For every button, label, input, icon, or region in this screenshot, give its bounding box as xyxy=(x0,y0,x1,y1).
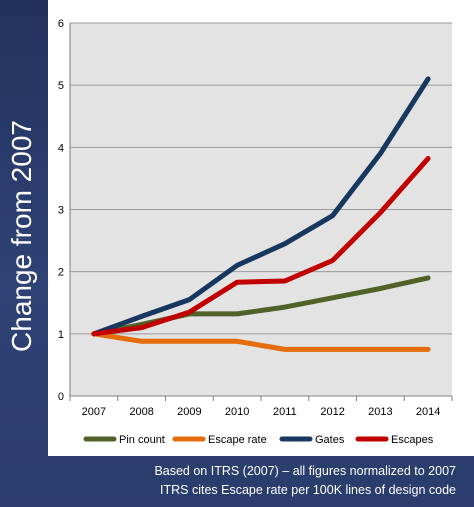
series-line-escapes xyxy=(91,156,431,337)
chart-area: 0 1 2 3 4 5 6 2007 2008 2009 2010 2011 2012 2013 2014 … xyxy=(48,0,474,456)
y-tick-label: 3 xyxy=(58,205,64,217)
footnote: Based on ITRS (2007) – all figures norma… xyxy=(154,462,456,500)
x-tick-label: 2013 xyxy=(368,406,392,418)
x-tick-label: 2010 xyxy=(225,406,249,418)
axes: 0 1 2 3 4 5 6 2007 2008 2009 2010 2011 2012 2013 2014 xyxy=(58,18,453,418)
x-tick-label: 2009 xyxy=(177,406,201,418)
y-tick-label: 4 xyxy=(58,142,64,154)
x-tick-label: 2011 xyxy=(273,406,297,418)
series-line-escape-rate xyxy=(91,331,431,352)
x-tick-label: 2008 xyxy=(129,406,153,418)
x-tick-label: 2014 xyxy=(416,406,440,418)
legend: Pin count Escape rate Gates Escapes xyxy=(83,434,434,446)
y-tick-label: 5 xyxy=(58,80,64,92)
y-tick-label: 6 xyxy=(58,18,64,30)
series-line-gates xyxy=(91,76,431,337)
x-tick-label: 2007 xyxy=(82,406,106,418)
y-tick-label: 2 xyxy=(58,267,64,279)
legend-label: Gates xyxy=(315,434,345,446)
footnote-line-2: ITRS cites Escape rate per 100K lines of… xyxy=(160,483,456,497)
x-tick-label: 2012 xyxy=(320,406,344,418)
series-lines xyxy=(91,76,431,352)
y-tick-label: 1 xyxy=(58,329,64,341)
y-axis-title: Change from 2007 xyxy=(6,120,37,352)
legend-label: Escapes xyxy=(391,434,434,446)
footnote-line-1: Based on ITRS (2007) – all figures norma… xyxy=(154,464,456,478)
legend-label: Escape rate xyxy=(208,434,267,446)
y-tick-label: 0 xyxy=(58,391,64,403)
legend-label: Pin count xyxy=(119,434,165,446)
gridlines xyxy=(70,22,452,397)
